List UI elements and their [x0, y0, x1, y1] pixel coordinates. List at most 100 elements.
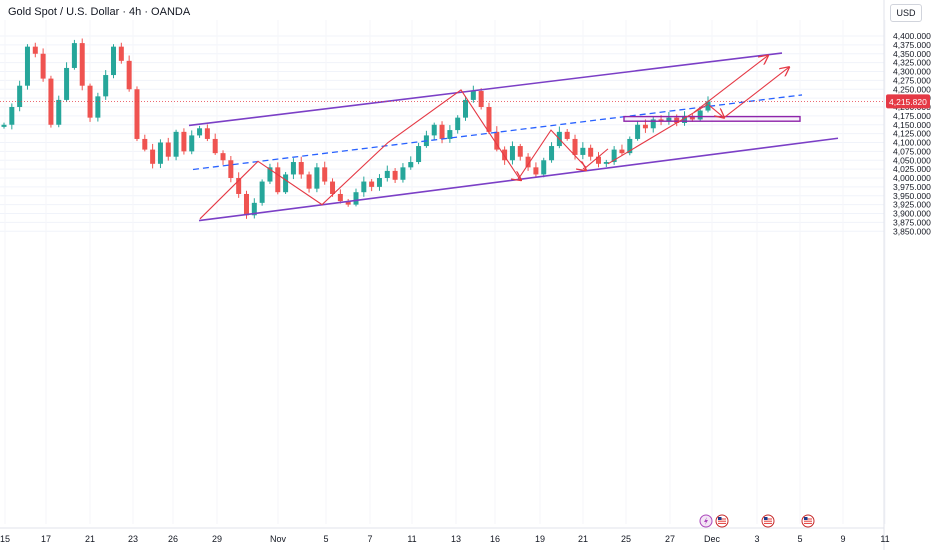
candle-body: [400, 167, 406, 180]
candle-body: [541, 160, 547, 175]
candle-body: [525, 156, 531, 168]
candle-body: [306, 174, 312, 189]
candle-body: [666, 117, 672, 122]
candle-body: [611, 149, 617, 163]
projection-arrow[interactable]: [518, 178, 521, 180]
projection-arrow[interactable]: [693, 56, 768, 113]
wave-drawings[interactable]: [199, 56, 789, 220]
projection-arrow[interactable]: [723, 67, 789, 119]
candle-body: [173, 131, 179, 157]
candle-body: [251, 202, 257, 216]
y-tick-label: 4,275.000: [893, 75, 931, 85]
y-tick-label: 3,875.000: [893, 217, 931, 227]
candle-body: [486, 107, 492, 132]
currency-button[interactable]: USD: [890, 4, 922, 22]
candle-body: [595, 156, 601, 164]
x-tick-label: 21: [578, 534, 588, 544]
x-tick-label: 25: [621, 534, 631, 544]
x-tick-label: 3: [754, 534, 759, 544]
x-tick-label: 9: [840, 534, 845, 544]
candle-body: [79, 43, 85, 86]
candle-body: [118, 46, 124, 61]
candle-body: [64, 67, 70, 100]
candle-body: [376, 178, 382, 187]
candle-body: [298, 162, 304, 175]
projection-arrow[interactable]: [583, 168, 586, 170]
price-tag: [886, 94, 930, 109]
resistance-zone[interactable]: [623, 115, 801, 122]
candle-body: [533, 167, 539, 175]
candle-body: [447, 130, 453, 139]
candle-body: [502, 149, 508, 161]
candle-body: [32, 46, 38, 54]
candle-body: [103, 75, 109, 97]
candle-body: [322, 167, 328, 182]
candle-body: [361, 181, 367, 193]
x-tick-label: 26: [168, 534, 178, 544]
y-tick-label: 4,000.000: [893, 173, 931, 183]
candle-body: [9, 107, 15, 125]
x-tick-label: 27: [665, 534, 675, 544]
candle-body: [197, 128, 203, 136]
candle-body: [40, 53, 46, 79]
candle-body: [111, 46, 117, 76]
candle-body: [588, 147, 594, 157]
candle-body: [392, 170, 398, 180]
candle-body: [259, 181, 265, 203]
wave-line[interactable]: [607, 103, 709, 165]
candle-body: [17, 85, 23, 107]
y-tick-label: 4,250.000: [893, 84, 931, 94]
x-tick-label: 5: [797, 534, 802, 544]
candle-body: [236, 178, 242, 194]
candle-body: [439, 124, 445, 139]
candle-body: [494, 131, 500, 150]
candle-body: [267, 167, 273, 182]
candle-body: [212, 138, 218, 154]
candle-body: [509, 146, 515, 161]
candle-body: [314, 167, 320, 189]
candle-body: [697, 110, 703, 120]
candle-body: [627, 138, 633, 154]
candle-body: [650, 119, 656, 129]
us-flag-icon[interactable]: [801, 514, 815, 528]
candle-body: [470, 91, 476, 100]
event-markers[interactable]: [699, 514, 815, 528]
us-flag-icon[interactable]: [715, 514, 729, 528]
candle-body: [580, 147, 586, 155]
x-tick-label: 29: [212, 534, 222, 544]
candle-body: [290, 162, 296, 175]
x-tick-label: 21: [85, 534, 95, 544]
y-tick-label: 3,850.000: [893, 226, 931, 236]
projection-arrow[interactable]: [708, 104, 724, 117]
channel-upper-line[interactable]: [188, 52, 783, 127]
candle-body: [572, 138, 578, 155]
candle-body: [1, 124, 7, 127]
candle-body: [95, 96, 101, 118]
candle-body: [564, 131, 570, 139]
wave-line[interactable]: [199, 89, 609, 220]
y-tick-label: 3,975.000: [893, 182, 931, 192]
candle-body: [181, 131, 187, 152]
candle-body: [56, 99, 62, 125]
y-tick-label: 4,075.000: [893, 146, 931, 156]
candle-body: [549, 146, 555, 161]
y-axis[interactable]: 4,400.0004,375.0004,350.0004,325.0004,30…: [893, 31, 931, 236]
candle-body: [220, 153, 226, 161]
candle-body: [243, 193, 249, 216]
candle-body: [689, 115, 695, 120]
y-tick-label: 3,900.000: [893, 209, 931, 219]
y-tick-label: 4,350.000: [893, 49, 931, 59]
candle-body: [134, 89, 140, 139]
candle-body: [345, 201, 351, 205]
candle-body: [431, 124, 437, 136]
us-flag-icon[interactable]: [761, 514, 775, 528]
x-tick-label: Nov: [270, 534, 287, 544]
candle-body: [204, 128, 210, 139]
lightning-icon[interactable]: [699, 514, 713, 528]
x-axis[interactable]: 15 17 21 23 26 29 Nov 5 7 11 13 16 19 21 25 27 Dec 3 5 9 11: [0, 534, 890, 544]
candle-body: [353, 192, 359, 205]
x-tick-label: 17: [41, 534, 51, 544]
y-tick-label: 4,375.000: [893, 40, 931, 50]
